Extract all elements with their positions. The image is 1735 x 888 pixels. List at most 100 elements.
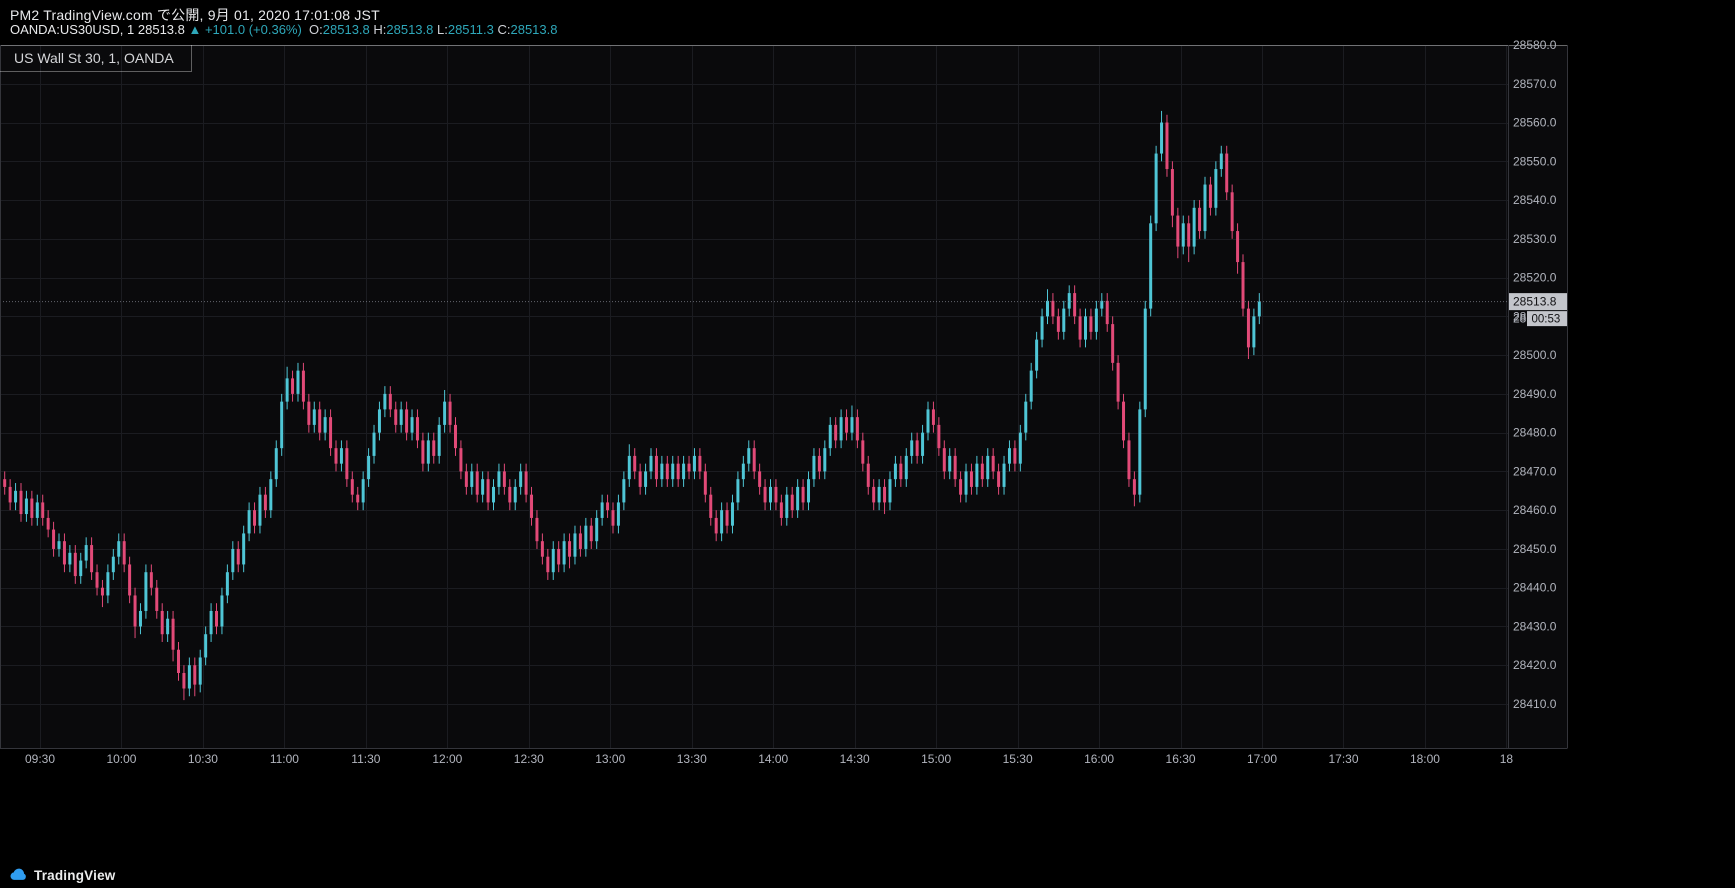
time-tick-label: 18	[1500, 752, 1514, 766]
candle-body	[497, 471, 501, 487]
candle-body	[513, 486, 517, 503]
candle-body	[285, 378, 289, 402]
candle-body	[1040, 316, 1044, 340]
candle-body	[356, 494, 360, 503]
candle-body	[68, 552, 72, 565]
candle-body	[508, 486, 512, 503]
candle-body	[584, 525, 588, 549]
candle-body	[1100, 300, 1104, 309]
candle-body	[611, 510, 615, 526]
candle-body	[122, 541, 126, 565]
candle-body	[155, 587, 159, 611]
candle-body	[562, 541, 566, 565]
candle-body	[415, 417, 419, 441]
candle-body	[687, 463, 691, 472]
candle-body	[768, 486, 772, 503]
candle-body	[1067, 293, 1071, 309]
candle-body	[883, 486, 887, 503]
time-tick-label: 10:30	[188, 752, 218, 766]
candle-body	[1192, 207, 1196, 247]
candle-body	[709, 494, 713, 518]
symbol-line-part: ▲ +101.0 (+0.36%)	[188, 22, 310, 37]
candle-body	[986, 455, 990, 480]
candle-body	[269, 479, 273, 511]
candle-body	[453, 424, 457, 449]
candle-body	[969, 471, 973, 487]
price-tick-label: 28430.0	[1513, 619, 1557, 633]
candle-body	[1176, 215, 1180, 247]
candle-body	[394, 409, 398, 425]
candle-body	[486, 479, 490, 503]
tradingview-logo-icon[interactable]	[9, 866, 27, 884]
candle-body	[388, 393, 392, 410]
candle-body	[3, 479, 7, 487]
candle-body	[828, 424, 832, 449]
candle-body	[1236, 231, 1240, 263]
candle-body	[888, 479, 892, 503]
candle-body	[557, 548, 561, 565]
candle-body	[231, 548, 235, 573]
candle-body	[736, 479, 740, 503]
chart-legend: US Wall St 30, 1, OANDA	[0, 45, 192, 72]
candle-body	[606, 502, 610, 511]
symbol-ohlc-line: OANDA:US30USD, 1 28513.8 ▲ +101.0 (+0.36…	[10, 22, 557, 37]
symbol-line-part: L:	[437, 22, 448, 37]
candle-body	[464, 471, 468, 487]
candle-body	[568, 541, 572, 557]
candle-body	[171, 618, 175, 650]
candle-body	[1257, 301, 1261, 317]
candle-body	[1073, 293, 1077, 317]
tradingview-wordmark[interactable]: TradingView	[34, 867, 116, 883]
candle-body	[258, 494, 262, 526]
candle-body	[997, 471, 1001, 487]
candle-body	[1105, 300, 1109, 325]
candle-body	[14, 490, 18, 503]
candle-body	[1219, 153, 1223, 170]
candle-body	[24, 498, 28, 515]
price-tick-label: 28470.0	[1513, 464, 1557, 478]
candle-body	[660, 463, 664, 480]
candle-body	[1181, 223, 1185, 247]
price-tick-label: 28570.0	[1513, 77, 1557, 91]
candle-body	[546, 556, 550, 573]
candle-body	[421, 440, 425, 464]
candle-body	[616, 502, 620, 526]
candle-body	[263, 494, 267, 511]
price-tick-label: 28580.0	[1513, 40, 1557, 52]
candle-body	[502, 471, 506, 487]
candle-body	[796, 486, 800, 511]
candle-body	[1062, 308, 1066, 332]
time-tick-label: 17:30	[1328, 752, 1358, 766]
candle-body	[817, 455, 821, 472]
pane-borders	[0, 45, 1568, 749]
candle-body	[329, 417, 333, 449]
candle-body	[638, 471, 642, 487]
candle-body	[448, 401, 452, 425]
candle-body	[823, 448, 827, 472]
candle-body	[834, 424, 838, 441]
price-scale[interactable]: 28580.0 28570.0 28560.0 28550.0 28540.0 28530…	[1513, 40, 1557, 711]
candle-body	[8, 486, 12, 503]
candle-body	[41, 502, 45, 518]
time-tick-label: 16:00	[1084, 752, 1114, 766]
candle-body	[714, 517, 718, 534]
candle-body	[1056, 316, 1060, 332]
candle-body	[855, 417, 859, 441]
candle-body	[57, 541, 61, 549]
symbol-line-part: 28513.8	[510, 22, 558, 37]
candle-body	[1170, 169, 1174, 216]
candle-body	[779, 502, 783, 518]
candle-body	[1089, 316, 1093, 332]
candle-body	[953, 455, 957, 480]
candle-body	[1018, 432, 1022, 464]
candle-body	[182, 672, 186, 689]
chart-pane[interactable]: 28580.0 28570.0 28560.0 28550.0 28540.0 28530…	[0, 40, 1735, 775]
candle-body	[367, 455, 371, 480]
candle-body	[1094, 308, 1098, 332]
candle-body	[204, 634, 208, 658]
symbol-line-part: C:	[497, 22, 511, 37]
time-scale[interactable]: 09:30 10:00 10:30 11:00 11:30 12:00 12:30 13:00…	[25, 752, 1513, 766]
candle-body	[872, 486, 876, 503]
time-tick-label: 09:30	[25, 752, 55, 766]
candle-body	[1246, 308, 1250, 348]
